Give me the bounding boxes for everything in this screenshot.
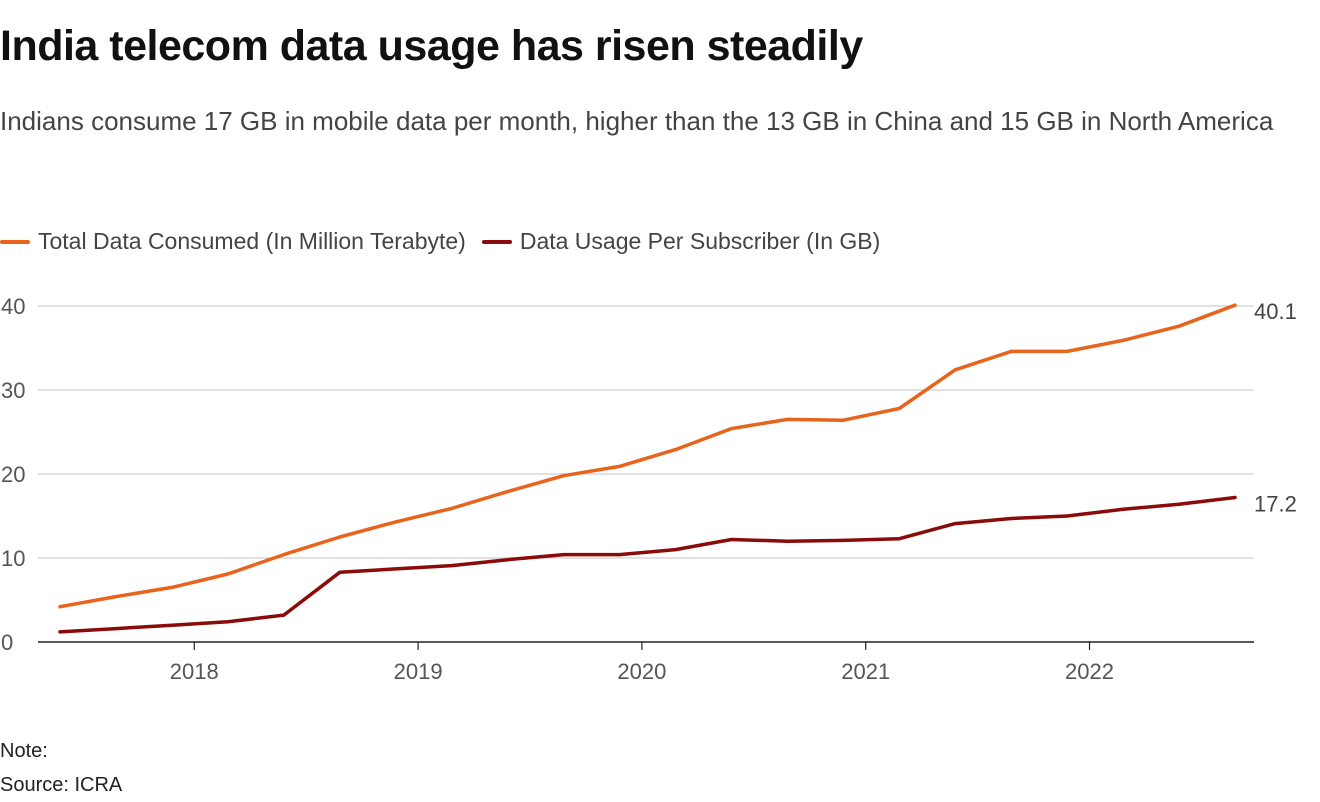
footer-note: Note: [0,740,48,762]
legend-swatch-total-data [0,239,30,244]
data-point-s1-13 [729,427,734,431]
data-point-s1-12 [673,448,678,452]
x-tick-label-2020: 2020 [617,659,666,684]
data-point-s1-9 [506,490,510,494]
data-point-s1-4 [226,572,230,576]
data-point-s1-16 [897,406,901,411]
footer: Note: Source: ICRA [0,734,122,802]
data-point-s2-6 [338,570,342,574]
series-line-2 [58,495,1237,634]
data-point-s2-19 [1065,514,1069,518]
data-point-s1-19 [1065,349,1069,353]
data-point-s2-15 [841,538,845,542]
data-point-s2-8 [450,563,454,568]
legend-label-total-data: Total Data Consumed (In Million Terabyte… [38,228,466,254]
data-point-s2-2 [114,626,118,631]
chart-title: India telecom data usage has risen stead… [0,22,863,70]
data-point-s1-20 [1121,338,1125,343]
data-point-s1-15 [841,418,845,422]
data-point-s2-10 [561,553,566,557]
legend-item-per-subscriber: Data Usage Per Subscriber (In GB) [481,228,881,255]
data-point-s2-9 [506,558,510,562]
line-chart: 0 10 20 30 40 2018 2019 2020 2021 2022 40.1 17.2 [1,294,1297,684]
legend-item-total-data: Total Data Consumed (In Million Terabyte… [0,228,466,255]
data-point-s1-2 [114,595,118,599]
chart-subtitle: Indians consume 17 GB in mobile data per… [0,106,1274,136]
data-point-s2-3 [170,623,174,627]
legend-swatch-per-subscriber [481,239,512,244]
legend-label-per-subscriber: Data Usage Per Subscriber (In GB) [519,228,881,254]
data-point-s1-3 [170,585,174,589]
data-point-s2-11 [617,553,622,557]
data-point-s2-16 [897,537,901,541]
x-tick-label-2022: 2022 [1065,659,1114,684]
data-point-s2-4 [226,620,230,624]
y-tick-label-20: 20 [1,462,25,487]
x-tick-label-2019: 2019 [394,659,443,684]
data-point-s1-14 [785,417,789,421]
data-point-s1-5 [282,553,286,557]
data-point-s2-21 [1177,502,1181,506]
end-label-series-1: 40.1 [1254,299,1297,324]
data-point-s1-11 [617,464,622,469]
data-point-s1-8 [450,506,454,511]
data-point-s1-22 [1233,303,1237,307]
x-tick-label-2018: 2018 [170,659,219,684]
data-point-s2-18 [1009,516,1013,521]
y-tick-label-40: 40 [1,294,25,319]
x-tick-label-2021: 2021 [841,659,890,684]
data-point-s2-12 [673,548,678,552]
data-point-s2-22 [1233,495,1237,500]
data-point-s1-10 [561,474,566,478]
data-point-s1-7 [394,520,398,524]
data-point-s1-1 [58,605,62,609]
data-point-s2-1 [58,630,62,634]
data-point-s1-17 [953,368,957,372]
data-point-s2-20 [1121,507,1125,511]
data-point-s2-13 [729,537,734,542]
y-tick-label-10: 10 [1,546,25,571]
legend: Total Data Consumed (In Million Terabyte… [0,228,896,255]
series-line-1 [58,303,1237,609]
data-point-s1-21 [1177,324,1181,328]
y-tick-label-0: 0 [1,630,13,655]
data-point-s2-5 [282,613,286,617]
footer-source: Source: ICRA [0,774,123,796]
data-point-s2-14 [785,539,789,543]
data-point-s2-17 [953,521,957,526]
data-point-s1-18 [1009,349,1013,353]
data-point-s1-6 [338,535,342,539]
data-point-s2-7 [394,567,398,571]
y-tick-label-30: 30 [1,378,25,403]
end-label-series-2: 17.2 [1254,492,1297,517]
